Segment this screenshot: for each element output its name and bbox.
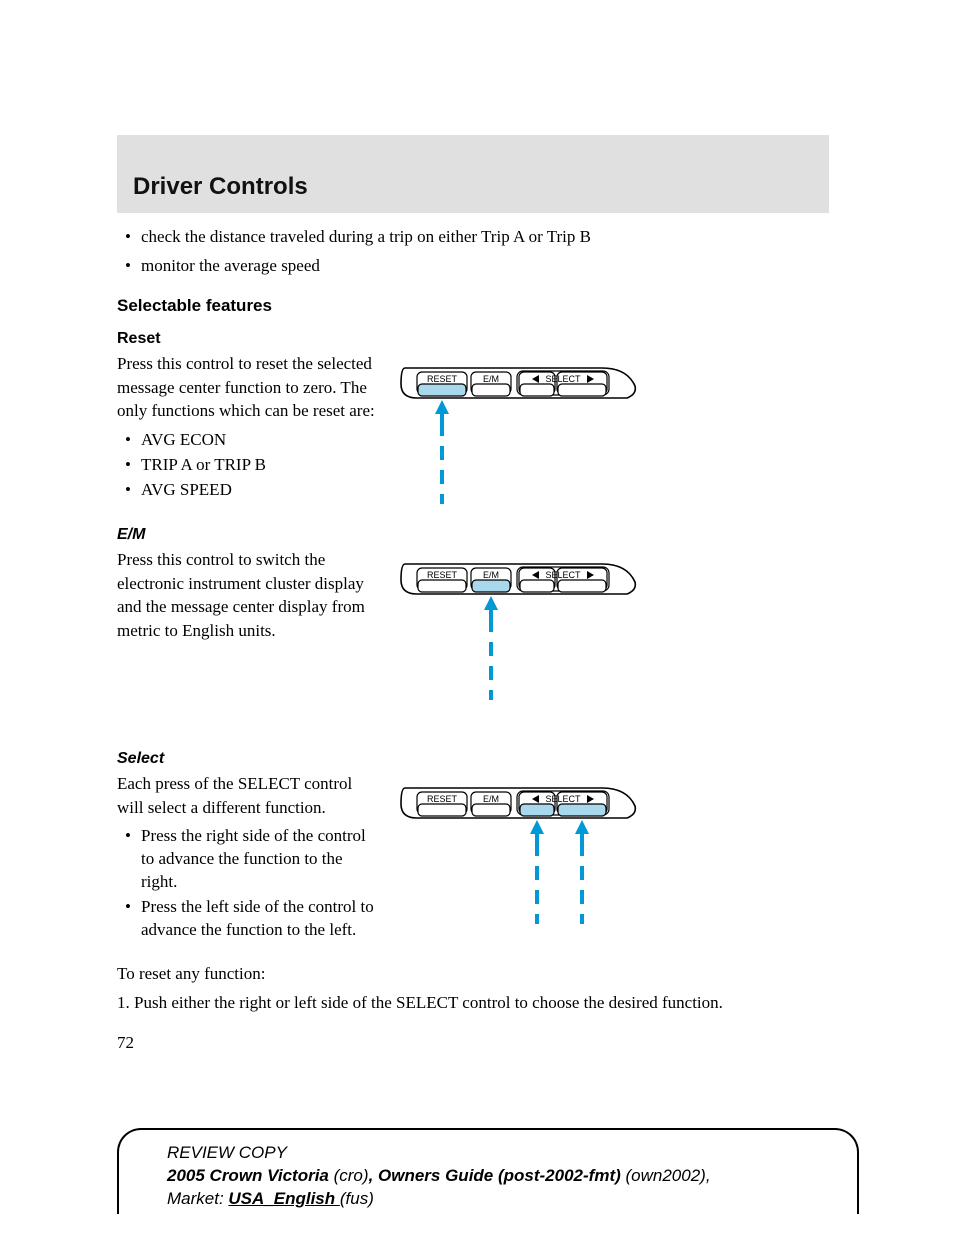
reset-text: Press this control to reset the selected… [117, 352, 377, 422]
svg-text:RESET: RESET [427, 374, 458, 384]
footer-cro: (cro) [334, 1166, 369, 1185]
footer-line-3: Market: USA_English (fus) [167, 1188, 857, 1211]
footer-own: (own2002) [626, 1166, 706, 1185]
list-item: TRIP A or TRIP B [117, 454, 377, 477]
footer-model: 2005 Crown Victoria [167, 1166, 334, 1185]
svg-text:SELECT: SELECT [545, 374, 581, 384]
select-after-1: To reset any function: [117, 962, 829, 985]
reset-figure: RESET E/M SELECT [397, 352, 642, 514]
footer-review: REVIEW COPY [167, 1142, 857, 1165]
svg-text:RESET: RESET [427, 794, 458, 804]
intro-bullets: check the distance traveled during a tri… [117, 225, 829, 278]
footer-line-2: 2005 Crown Victoria (cro), Owners Guide … [167, 1165, 857, 1188]
select-text: Each press of the SELECT control will se… [117, 772, 377, 819]
em-text: Press this control to switch the electro… [117, 548, 377, 642]
svg-text:E/M: E/M [483, 794, 499, 804]
list-item: monitor the average speed [117, 254, 829, 279]
reset-section: Press this control to reset the selected… [117, 352, 829, 514]
footer-market-label: Market: [167, 1189, 228, 1208]
page-title: Driver Controls [133, 173, 308, 201]
control-panel-reset-diagram: RESET E/M SELECT [397, 364, 642, 514]
list-item: check the distance traveled during a tri… [117, 225, 829, 250]
em-section: Press this control to switch the electro… [117, 548, 829, 738]
select-section: Each press of the SELECT control will se… [117, 772, 829, 950]
svg-text:SELECT: SELECT [545, 794, 581, 804]
select-figure: RESET E/M SELECT [397, 772, 642, 950]
footer-comma: , [706, 1166, 711, 1185]
svg-text:E/M: E/M [483, 570, 499, 580]
list-item: AVG SPEED [117, 479, 377, 502]
em-heading: E/M [117, 526, 829, 544]
selectable-features-heading: Selectable features [117, 296, 829, 316]
reset-heading: Reset [117, 330, 829, 348]
select-bullets: Press the right side of the control to a… [117, 825, 377, 942]
control-panel-select-diagram: RESET E/M SELECT [397, 784, 642, 939]
svg-text:RESET: RESET [427, 570, 458, 580]
list-item: Press the right side of the control to a… [117, 825, 377, 894]
footer-fus: (fus) [340, 1189, 374, 1208]
reset-bullets: AVG ECON TRIP A or TRIP B AVG SPEED [117, 429, 377, 502]
list-item: AVG ECON [117, 429, 377, 452]
svg-text:SELECT: SELECT [545, 570, 581, 580]
page-number: 72 [117, 1033, 829, 1053]
page-content: check the distance traveled during a tri… [117, 225, 829, 1053]
footer-guide: , Owners Guide (post-2002-fmt) [369, 1166, 626, 1185]
em-figure: RESET E/M SELECT [397, 548, 642, 738]
control-panel-em-diagram: RESET E/M SELECT [397, 560, 642, 715]
list-item: Press the left side of the control to ad… [117, 896, 377, 942]
select-heading: Select [117, 750, 829, 768]
svg-text:E/M: E/M [483, 374, 499, 384]
footer-market: USA_English [228, 1189, 339, 1208]
footer-box: REVIEW COPY 2005 Crown Victoria (cro), O… [117, 1128, 859, 1214]
select-after-2: 1. Push either the right or left side of… [117, 991, 829, 1014]
header-band: Driver Controls [117, 135, 829, 213]
